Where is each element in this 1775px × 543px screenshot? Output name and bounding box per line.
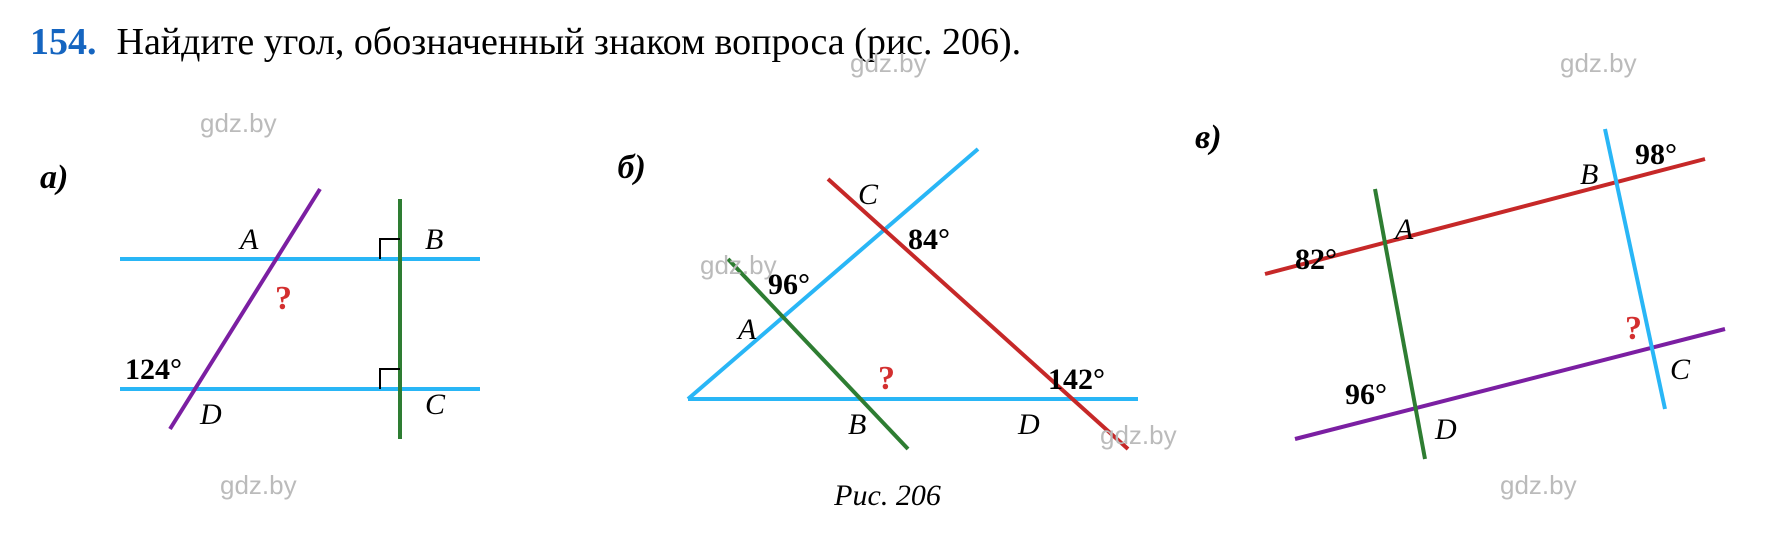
point-c: C <box>858 178 879 211</box>
point-c: C <box>1670 353 1691 386</box>
subfig-label-a: а) <box>40 159 68 197</box>
point-a: A <box>1393 213 1414 246</box>
question-mark-c: ? <box>1625 310 1642 347</box>
diagram-a: A B C D 124° ? <box>30 89 590 469</box>
subfigure-a: а) A B C D 124° ? <box>30 89 590 469</box>
watermark: gdz.by <box>700 250 777 281</box>
point-c: C <box>425 388 446 421</box>
problem-number: 154. <box>30 20 97 64</box>
angle-124: 124° <box>125 353 182 386</box>
diagram-b: A B C D 84° 96° 142° ? <box>608 89 1168 469</box>
point-a: A <box>736 313 757 346</box>
line-cd-red <box>828 179 1128 449</box>
watermark: gdz.by <box>1100 420 1177 451</box>
question-mark-b: ? <box>878 360 895 397</box>
question-mark-a: ? <box>275 280 292 317</box>
subfig-label-c: в) <box>1195 119 1222 157</box>
figures-row: а) A B C D 124° ? б) <box>30 89 1745 469</box>
point-b: B <box>425 223 443 256</box>
angle-98: 98° <box>1635 138 1677 171</box>
subfigure-c: в) A B C D 98° 82° 96° ? <box>1185 89 1745 469</box>
watermark: gdz.by <box>1500 470 1577 501</box>
point-b: B <box>1580 158 1598 191</box>
angle-82: 82° <box>1295 243 1337 276</box>
right-angle-b <box>380 239 400 259</box>
subfigure-b: б) A B C D 84° 96° 142° ? <box>608 89 1168 469</box>
point-b: B <box>848 408 866 441</box>
point-a: A <box>238 223 259 256</box>
watermark: gdz.by <box>850 48 927 79</box>
angle-96: 96° <box>1345 378 1387 411</box>
watermark: gdz.by <box>200 108 277 139</box>
point-d: D <box>1434 413 1457 446</box>
watermark: gdz.by <box>220 470 297 501</box>
point-d: D <box>1017 408 1040 441</box>
point-d: D <box>199 398 222 431</box>
watermark: gdz.by <box>1560 48 1637 79</box>
angle-142: 142° <box>1048 363 1105 396</box>
right-angle-c <box>380 369 400 389</box>
subfig-label-b: б) <box>618 149 646 187</box>
diagram-c: A B C D 98° 82° 96° ? <box>1185 89 1745 469</box>
angle-84: 84° <box>908 223 950 256</box>
